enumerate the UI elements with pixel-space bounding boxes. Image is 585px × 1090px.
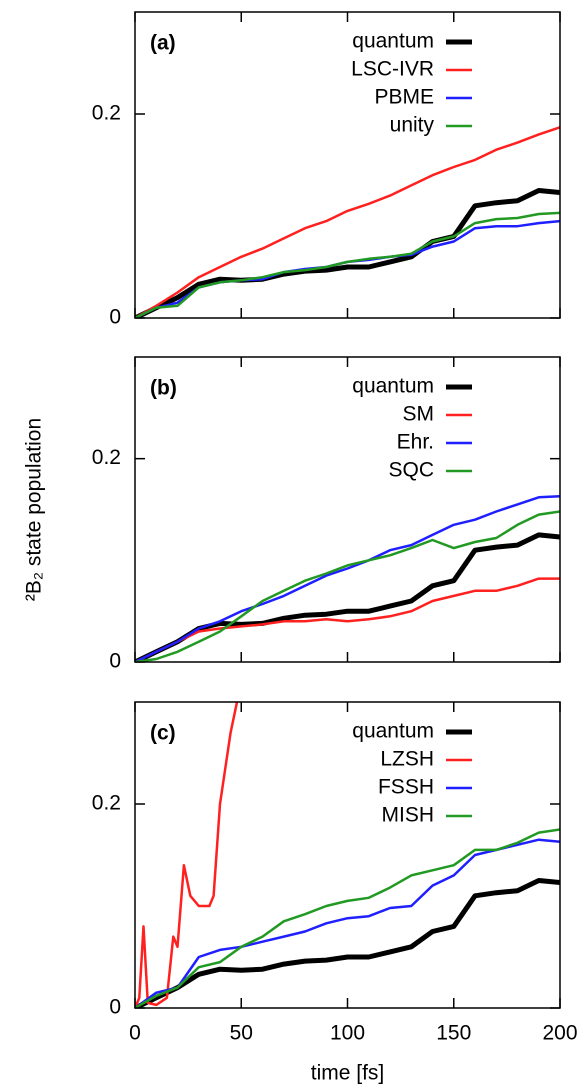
panel-label: (c) [150, 722, 176, 745]
plot-frame [134, 701, 561, 1009]
legend-label: SQC [388, 459, 434, 482]
x-tick-label: 200 [542, 1022, 577, 1045]
legend-label: quantum [352, 30, 434, 53]
y-tick-label: 0 [109, 996, 121, 1019]
legend-label: LZSH [380, 748, 434, 771]
legend-label: unity [390, 114, 435, 137]
series-line [135, 577, 560, 662]
y-tick-label: 0.2 [92, 792, 121, 815]
legend-label: quantum [352, 720, 434, 743]
panel-label: (b) [150, 377, 177, 400]
x-tick-label: 100 [330, 1022, 365, 1045]
y-tick-label: 0 [109, 306, 121, 329]
series-line [135, 188, 560, 318]
x-tick-label: 50 [230, 1022, 253, 1045]
y-tick-label: 0 [109, 650, 121, 673]
series-line [135, 828, 560, 1008]
legend-label: SM [403, 403, 435, 426]
legend-label: MISH [382, 804, 435, 827]
series-line [135, 702, 239, 1008]
legend-label: FSSH [378, 776, 434, 799]
series-line [135, 878, 560, 1008]
series-line [135, 495, 560, 662]
plot-frame [134, 11, 561, 319]
series-line [135, 838, 560, 1008]
y-tick-label: 0.2 [92, 446, 121, 469]
legend-label: LSC-IVR [351, 58, 434, 81]
x-axis-label: time [fs] [311, 1062, 385, 1085]
series-line [135, 510, 560, 662]
legend-label: Ehr. [397, 431, 434, 454]
y-axis-label: ²B₂ state population [23, 418, 46, 601]
series-line [135, 211, 560, 318]
panel-label: (a) [150, 32, 176, 55]
legend-label: quantum [352, 375, 434, 398]
series-line [135, 126, 560, 318]
legend-label: PBME [374, 86, 434, 109]
x-tick-label: 150 [436, 1022, 471, 1045]
plot-frame [134, 356, 561, 663]
y-tick-label: 0.2 [92, 102, 121, 125]
series-line [135, 219, 560, 318]
x-tick-label: 0 [129, 1022, 141, 1045]
